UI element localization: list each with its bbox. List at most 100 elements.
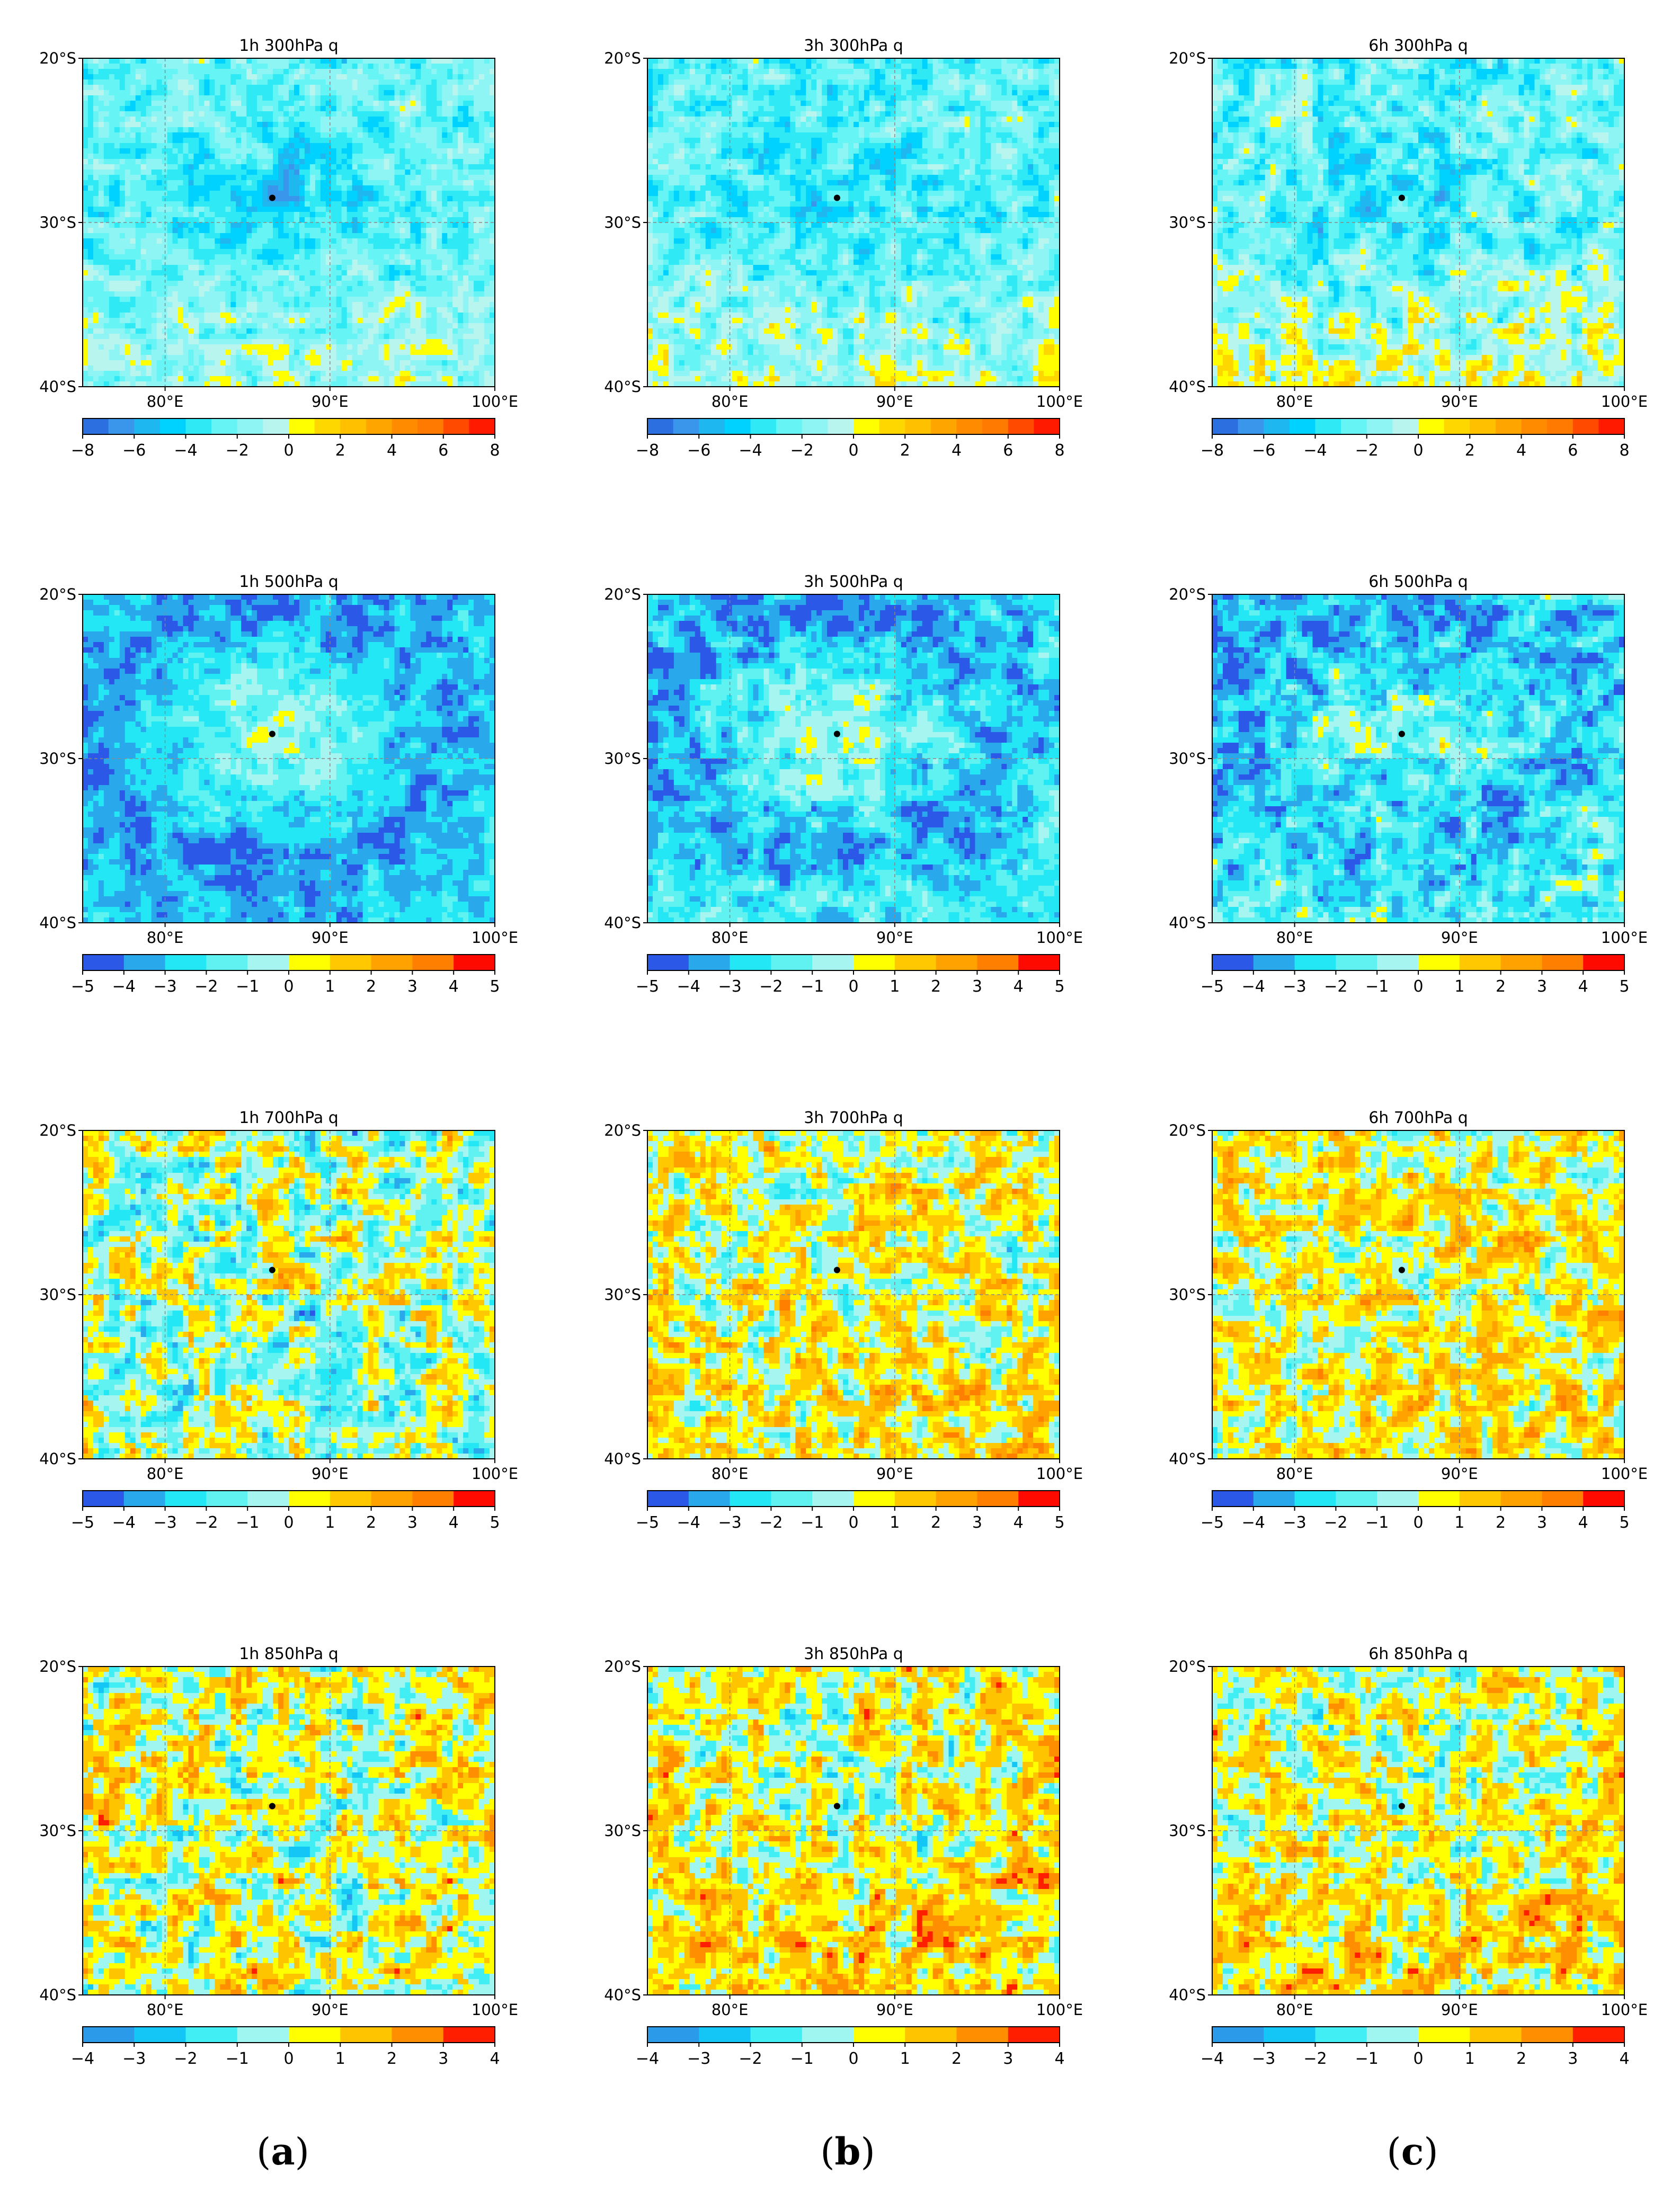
heatmap-cell bbox=[268, 79, 273, 85]
heatmap-cell bbox=[220, 85, 226, 91]
heatmap-cell bbox=[246, 95, 252, 101]
heatmap-cell bbox=[426, 79, 432, 85]
heatmap-cell bbox=[120, 64, 126, 69]
heatmap-cell bbox=[209, 85, 215, 91]
heatmap-cell bbox=[289, 74, 295, 80]
heatmap-cell bbox=[278, 79, 284, 85]
heatmap-cell bbox=[252, 90, 257, 96]
heatmap-cell bbox=[336, 79, 342, 85]
heatmap-cell bbox=[426, 64, 432, 69]
heatmap-cell bbox=[173, 95, 179, 101]
heatmap-cell bbox=[178, 101, 184, 106]
heatmap-cell bbox=[183, 90, 189, 96]
heatmap-cell bbox=[220, 58, 226, 64]
heatmap-cell bbox=[342, 64, 348, 69]
heatmap-cell bbox=[363, 90, 369, 96]
heatmap-cell bbox=[104, 106, 110, 112]
heatmap-cell bbox=[230, 79, 236, 85]
heatmap-cell bbox=[262, 101, 268, 106]
heatmap-cell bbox=[399, 95, 405, 101]
heatmap-cell bbox=[363, 85, 369, 91]
heatmap-cell bbox=[399, 79, 405, 85]
heatmap-cell bbox=[447, 64, 453, 69]
heatmap-cell bbox=[394, 79, 400, 85]
heatmap-cell bbox=[120, 58, 126, 64]
heatmap-cell bbox=[463, 95, 469, 101]
heatmap-cell bbox=[88, 101, 94, 106]
heatmap-cell bbox=[241, 58, 247, 64]
heatmap-cell bbox=[167, 79, 173, 85]
heatmap-cell bbox=[431, 58, 437, 64]
heatmap-cell bbox=[93, 79, 99, 85]
heatmap-cell bbox=[109, 106, 115, 112]
heatmap-cell bbox=[321, 69, 326, 75]
heatmap-cell bbox=[220, 95, 226, 101]
heatmap-cell bbox=[326, 85, 332, 91]
heatmap-cell bbox=[437, 58, 442, 64]
heatmap-cell bbox=[468, 101, 474, 106]
heatmap-cell bbox=[342, 79, 348, 85]
heatmap-cell bbox=[225, 90, 231, 96]
heatmap-cell bbox=[342, 95, 348, 101]
heatmap-cell bbox=[315, 79, 321, 85]
heatmap-cell bbox=[305, 85, 310, 91]
panel-title: 1h 300hPa q bbox=[239, 37, 339, 55]
heatmap-cell bbox=[178, 106, 184, 112]
heatmap-cell bbox=[199, 106, 205, 112]
heatmap-cell bbox=[188, 106, 194, 112]
heatmap-cell bbox=[415, 79, 421, 85]
heatmap-cell bbox=[236, 64, 242, 69]
heatmap-cell bbox=[452, 95, 458, 101]
heatmap-cell bbox=[241, 90, 247, 96]
heatmap-cell bbox=[294, 90, 300, 96]
heatmap-cell bbox=[273, 58, 279, 64]
heatmap-cell bbox=[426, 74, 432, 80]
heatmap-cell bbox=[468, 95, 474, 101]
heatmap-cell bbox=[273, 69, 279, 75]
heatmap-cell bbox=[331, 64, 337, 69]
heatmap-cell bbox=[283, 79, 289, 85]
heatmap-cell bbox=[315, 85, 321, 91]
heatmap-cell bbox=[225, 85, 231, 91]
heatmap-cell bbox=[93, 58, 99, 64]
heatmap-cell bbox=[246, 69, 252, 75]
heatmap-cell bbox=[246, 101, 252, 106]
heatmap-cell bbox=[405, 101, 411, 106]
heatmap-cell bbox=[405, 58, 411, 64]
heatmap-cell bbox=[347, 101, 353, 106]
heatmap-cell bbox=[252, 79, 257, 85]
heatmap-cell bbox=[130, 58, 136, 64]
heatmap-cell bbox=[130, 69, 136, 75]
heatmap-cell bbox=[183, 58, 189, 64]
heatmap-cell bbox=[336, 58, 342, 64]
heatmap-cell bbox=[183, 101, 189, 106]
heatmap-cell bbox=[484, 101, 490, 106]
heatmap-cell bbox=[384, 69, 390, 75]
heatmap-cell bbox=[268, 90, 273, 96]
heatmap-cell bbox=[452, 69, 458, 75]
heatmap-cell bbox=[268, 101, 273, 106]
heatmap-cell bbox=[410, 85, 416, 91]
heatmap-cell bbox=[484, 90, 490, 96]
heatmap-cell bbox=[246, 58, 252, 64]
heatmap-cell bbox=[178, 64, 184, 69]
heatmap-cell bbox=[130, 79, 136, 85]
heatmap-cell bbox=[352, 79, 358, 85]
heatmap-cell bbox=[199, 64, 205, 69]
heatmap-cell bbox=[109, 74, 115, 80]
heatmap-cell bbox=[215, 90, 220, 96]
heatmap-cell bbox=[104, 74, 110, 80]
heatmap-cell bbox=[104, 90, 110, 96]
heatmap-cell bbox=[268, 69, 273, 75]
heatmap-cell bbox=[289, 85, 295, 91]
heatmap-cell bbox=[220, 69, 226, 75]
heatmap-cell bbox=[204, 101, 210, 106]
heatmap-cell bbox=[83, 106, 88, 112]
heatmap-cell bbox=[305, 69, 310, 75]
heatmap-cell bbox=[252, 95, 257, 101]
heatmap-cell bbox=[447, 74, 453, 80]
heatmap-cell bbox=[167, 64, 173, 69]
heatmap-cell bbox=[474, 101, 479, 106]
heatmap-cell bbox=[315, 101, 321, 106]
heatmap-cell bbox=[384, 64, 390, 69]
